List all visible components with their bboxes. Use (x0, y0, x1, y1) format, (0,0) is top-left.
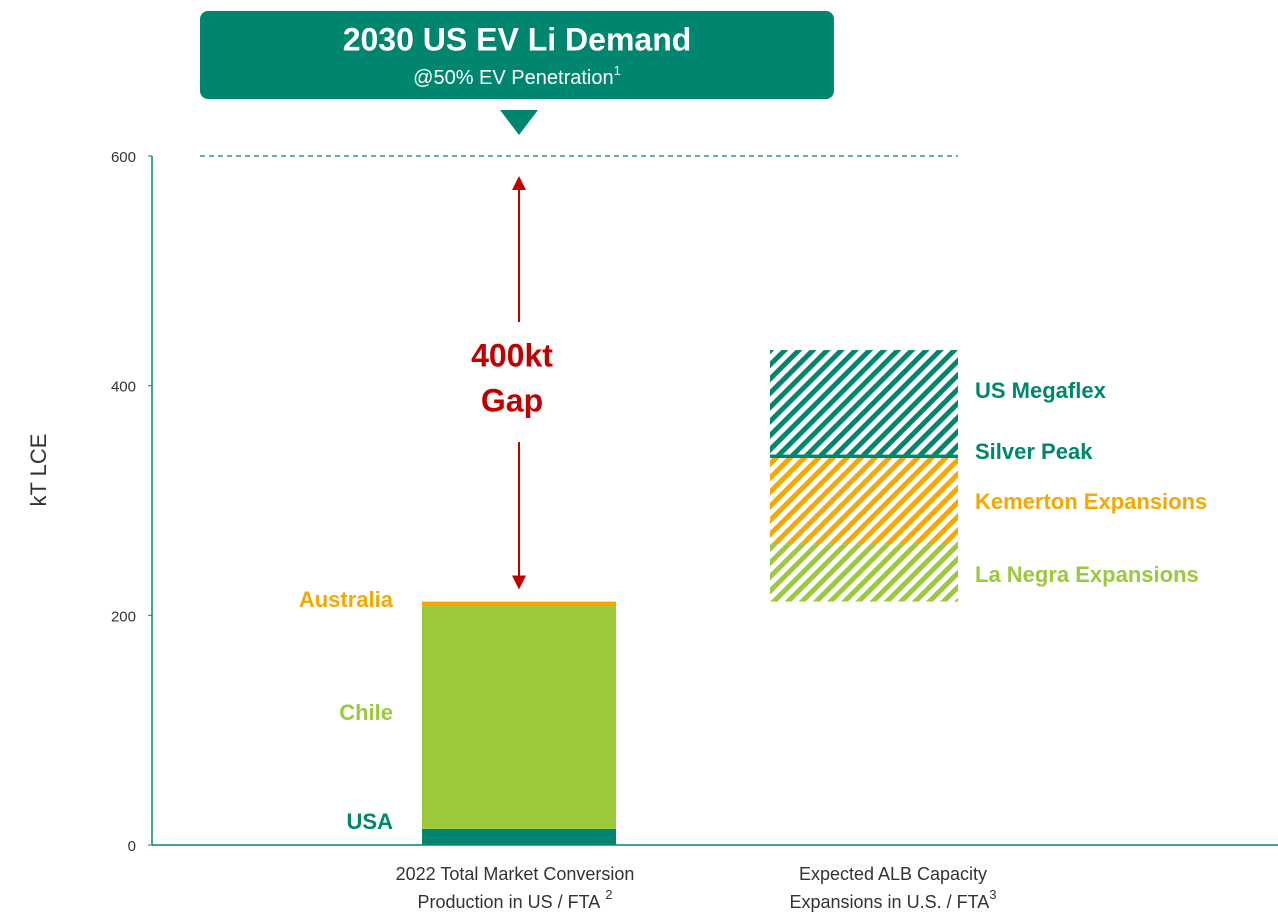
arrow-head (512, 575, 526, 590)
x-tick-label-line: Expansions in U.S. / FTA (790, 892, 990, 912)
x-tick-label: 2022 Total Market Conversion (396, 864, 635, 884)
x-tick-label: Expected ALB Capacity (799, 864, 987, 884)
chart-subtitle: @50% EV Penetration1 (413, 63, 621, 89)
bar-segment (770, 544, 958, 602)
title-box (200, 11, 834, 99)
x-tick-label-line: Production in US / FTA (418, 892, 601, 912)
x-tick-label-line: 2022 Total Market Conversion (396, 864, 635, 884)
y-tick-label: 600 (111, 149, 136, 166)
segment-label: USA (347, 809, 394, 834)
segment-label: Kemerton Expansions (975, 489, 1207, 514)
x-tick-label: Production in US / FTA 2 (418, 887, 613, 911)
arrow-head (512, 176, 526, 190)
bar-segment (422, 828, 616, 845)
bar-segment (770, 454, 958, 459)
x-tick-note: 2 (605, 887, 612, 902)
x-tick-note: 3 (989, 887, 996, 902)
subtitle-text: @50% EV Penetration (413, 67, 613, 89)
bar-segment (422, 601, 616, 607)
bar-segment (770, 458, 958, 545)
segment-label: US Megaflex (975, 378, 1107, 403)
gap-annotation: 400kt (471, 337, 553, 373)
gap-annotation: Gap (481, 382, 543, 418)
y-tick-label: 400 (111, 379, 136, 396)
bar-segment (770, 350, 958, 455)
y-axis-label: kT LCE (26, 434, 51, 507)
subtitle-note: 1 (614, 63, 621, 78)
chart-title: 2030 US EV Li Demand (343, 21, 692, 57)
y-tick-label: 0 (128, 838, 136, 855)
segment-label: Silver Peak (975, 439, 1093, 464)
segment-label: La Negra Expansions (975, 562, 1199, 587)
segment-label: Australia (299, 587, 394, 612)
segment-label: Chile (339, 700, 393, 725)
title-pointer (500, 110, 538, 135)
x-tick-label-line: Expected ALB Capacity (799, 864, 987, 884)
x-tick-label: Expansions in U.S. / FTA3 (790, 887, 997, 911)
bar-segment (422, 606, 616, 829)
y-tick-label: 200 (111, 608, 136, 625)
